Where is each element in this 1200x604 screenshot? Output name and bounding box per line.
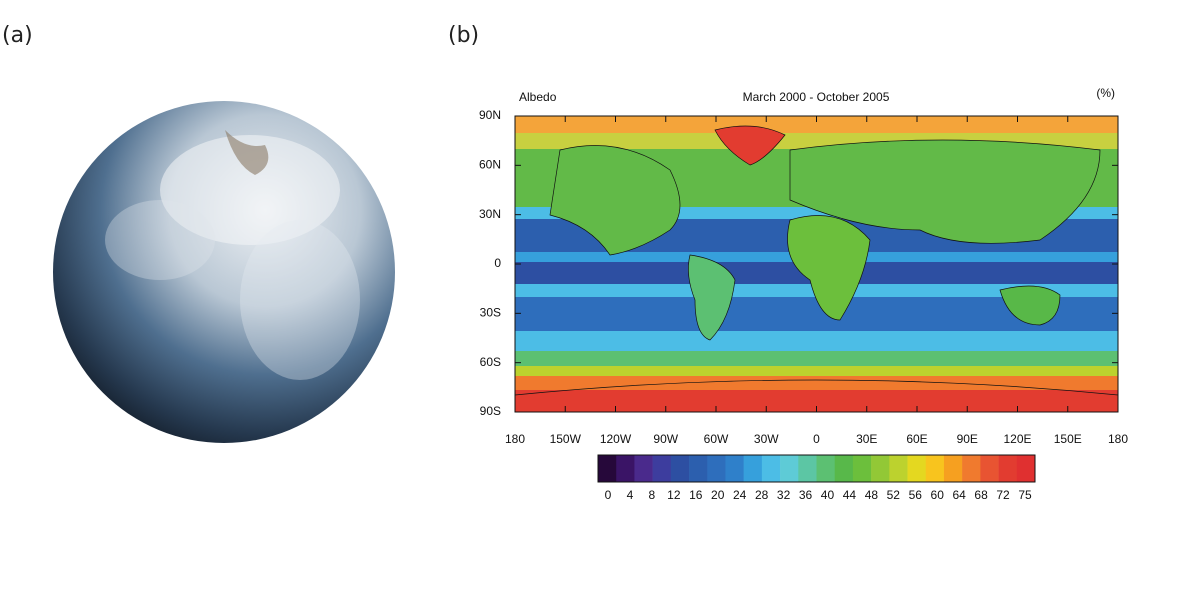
colorbar-swatch [871, 455, 890, 482]
colorbar-swatch [1016, 455, 1036, 482]
colorbar-label: 48 [865, 488, 879, 502]
lat-label: 60S [480, 355, 501, 369]
lon-label: 90W [653, 432, 678, 446]
colorbar-swatch [943, 455, 963, 482]
lon-label: 120E [1003, 432, 1031, 446]
colorbar-swatch [834, 455, 854, 482]
colorbar-swatch [707, 455, 726, 482]
lon-label: 120W [600, 432, 632, 446]
colorbar-label: 40 [821, 488, 835, 502]
map-title-left: Albedo [519, 90, 557, 104]
lon-label: 30W [754, 432, 779, 446]
lat-label: 0 [494, 256, 501, 270]
colorbar-label: 64 [952, 488, 966, 502]
colorbar-swatch [907, 455, 927, 482]
colorbar-label: 44 [843, 488, 857, 502]
colorbar-label: 8 [649, 488, 656, 502]
lon-label: 0 [813, 432, 820, 446]
colorbar-swatch [670, 455, 690, 482]
panel-label: (b) [448, 23, 479, 48]
colorbar-frame [597, 454, 1036, 483]
colorbar-swatch [634, 455, 653, 482]
lat-label: 60N [479, 158, 501, 172]
colorbar-swatch [743, 455, 763, 482]
colorbar-label: 28 [755, 488, 769, 502]
albedo-map [515, 116, 1118, 412]
colorbar-label: 52 [887, 488, 901, 502]
colorbar-swatch [780, 455, 799, 482]
colorbar-label: 72 [996, 488, 1010, 502]
colorbar-label: 20 [711, 488, 725, 502]
lat-label: 90N [479, 108, 501, 122]
lon-label: 60W [704, 432, 729, 446]
lat-label: 30S [480, 306, 501, 320]
colorbar-label: 24 [733, 488, 747, 502]
colorbar-swatch [725, 455, 744, 482]
colorbar-label: 56 [909, 488, 923, 502]
colorbar-swatch [980, 455, 999, 482]
panel-label: (a) [2, 23, 33, 48]
colorbar-label: 16 [689, 488, 703, 502]
colorbar-label: 12 [667, 488, 681, 502]
colorbar-swatch [998, 455, 1018, 482]
colorbar-swatch [761, 455, 781, 482]
colorbar-swatch [798, 455, 817, 482]
map-units: (%) [1096, 86, 1115, 100]
earth-photo [53, 101, 395, 443]
colorbar-label: 68 [974, 488, 988, 502]
colorbar-swatch [652, 455, 672, 482]
colorbar-swatch [852, 455, 872, 482]
colorbar-swatch [925, 455, 945, 482]
colorbar-label: 36 [799, 488, 813, 502]
lon-label: 90E [957, 432, 978, 446]
lat-label: 30N [479, 207, 501, 221]
colorbar-swatch [598, 455, 617, 482]
lon-label: 60E [906, 432, 927, 446]
colorbar-swatch [962, 455, 981, 482]
colorbar-swatch [616, 455, 635, 482]
colorbar-swatch [889, 455, 908, 482]
colorbar-swatch [689, 455, 708, 482]
colorbar-label: 4 [627, 488, 634, 502]
colorbar-label: 32 [777, 488, 791, 502]
colorbar-label: 75 [1018, 488, 1032, 502]
lon-label: 180 [1108, 432, 1128, 446]
lat-label: 90S [480, 404, 501, 418]
lon-label: 150E [1054, 432, 1082, 446]
colorbar-label: 0 [605, 488, 612, 502]
map-title: March 2000 - October 2005 [743, 90, 890, 104]
lon-label: 30E [856, 432, 877, 446]
lon-label: 180 [505, 432, 525, 446]
lon-label: 150W [550, 432, 582, 446]
colorbar-label: 60 [931, 488, 945, 502]
colorbar-swatch [816, 455, 836, 482]
